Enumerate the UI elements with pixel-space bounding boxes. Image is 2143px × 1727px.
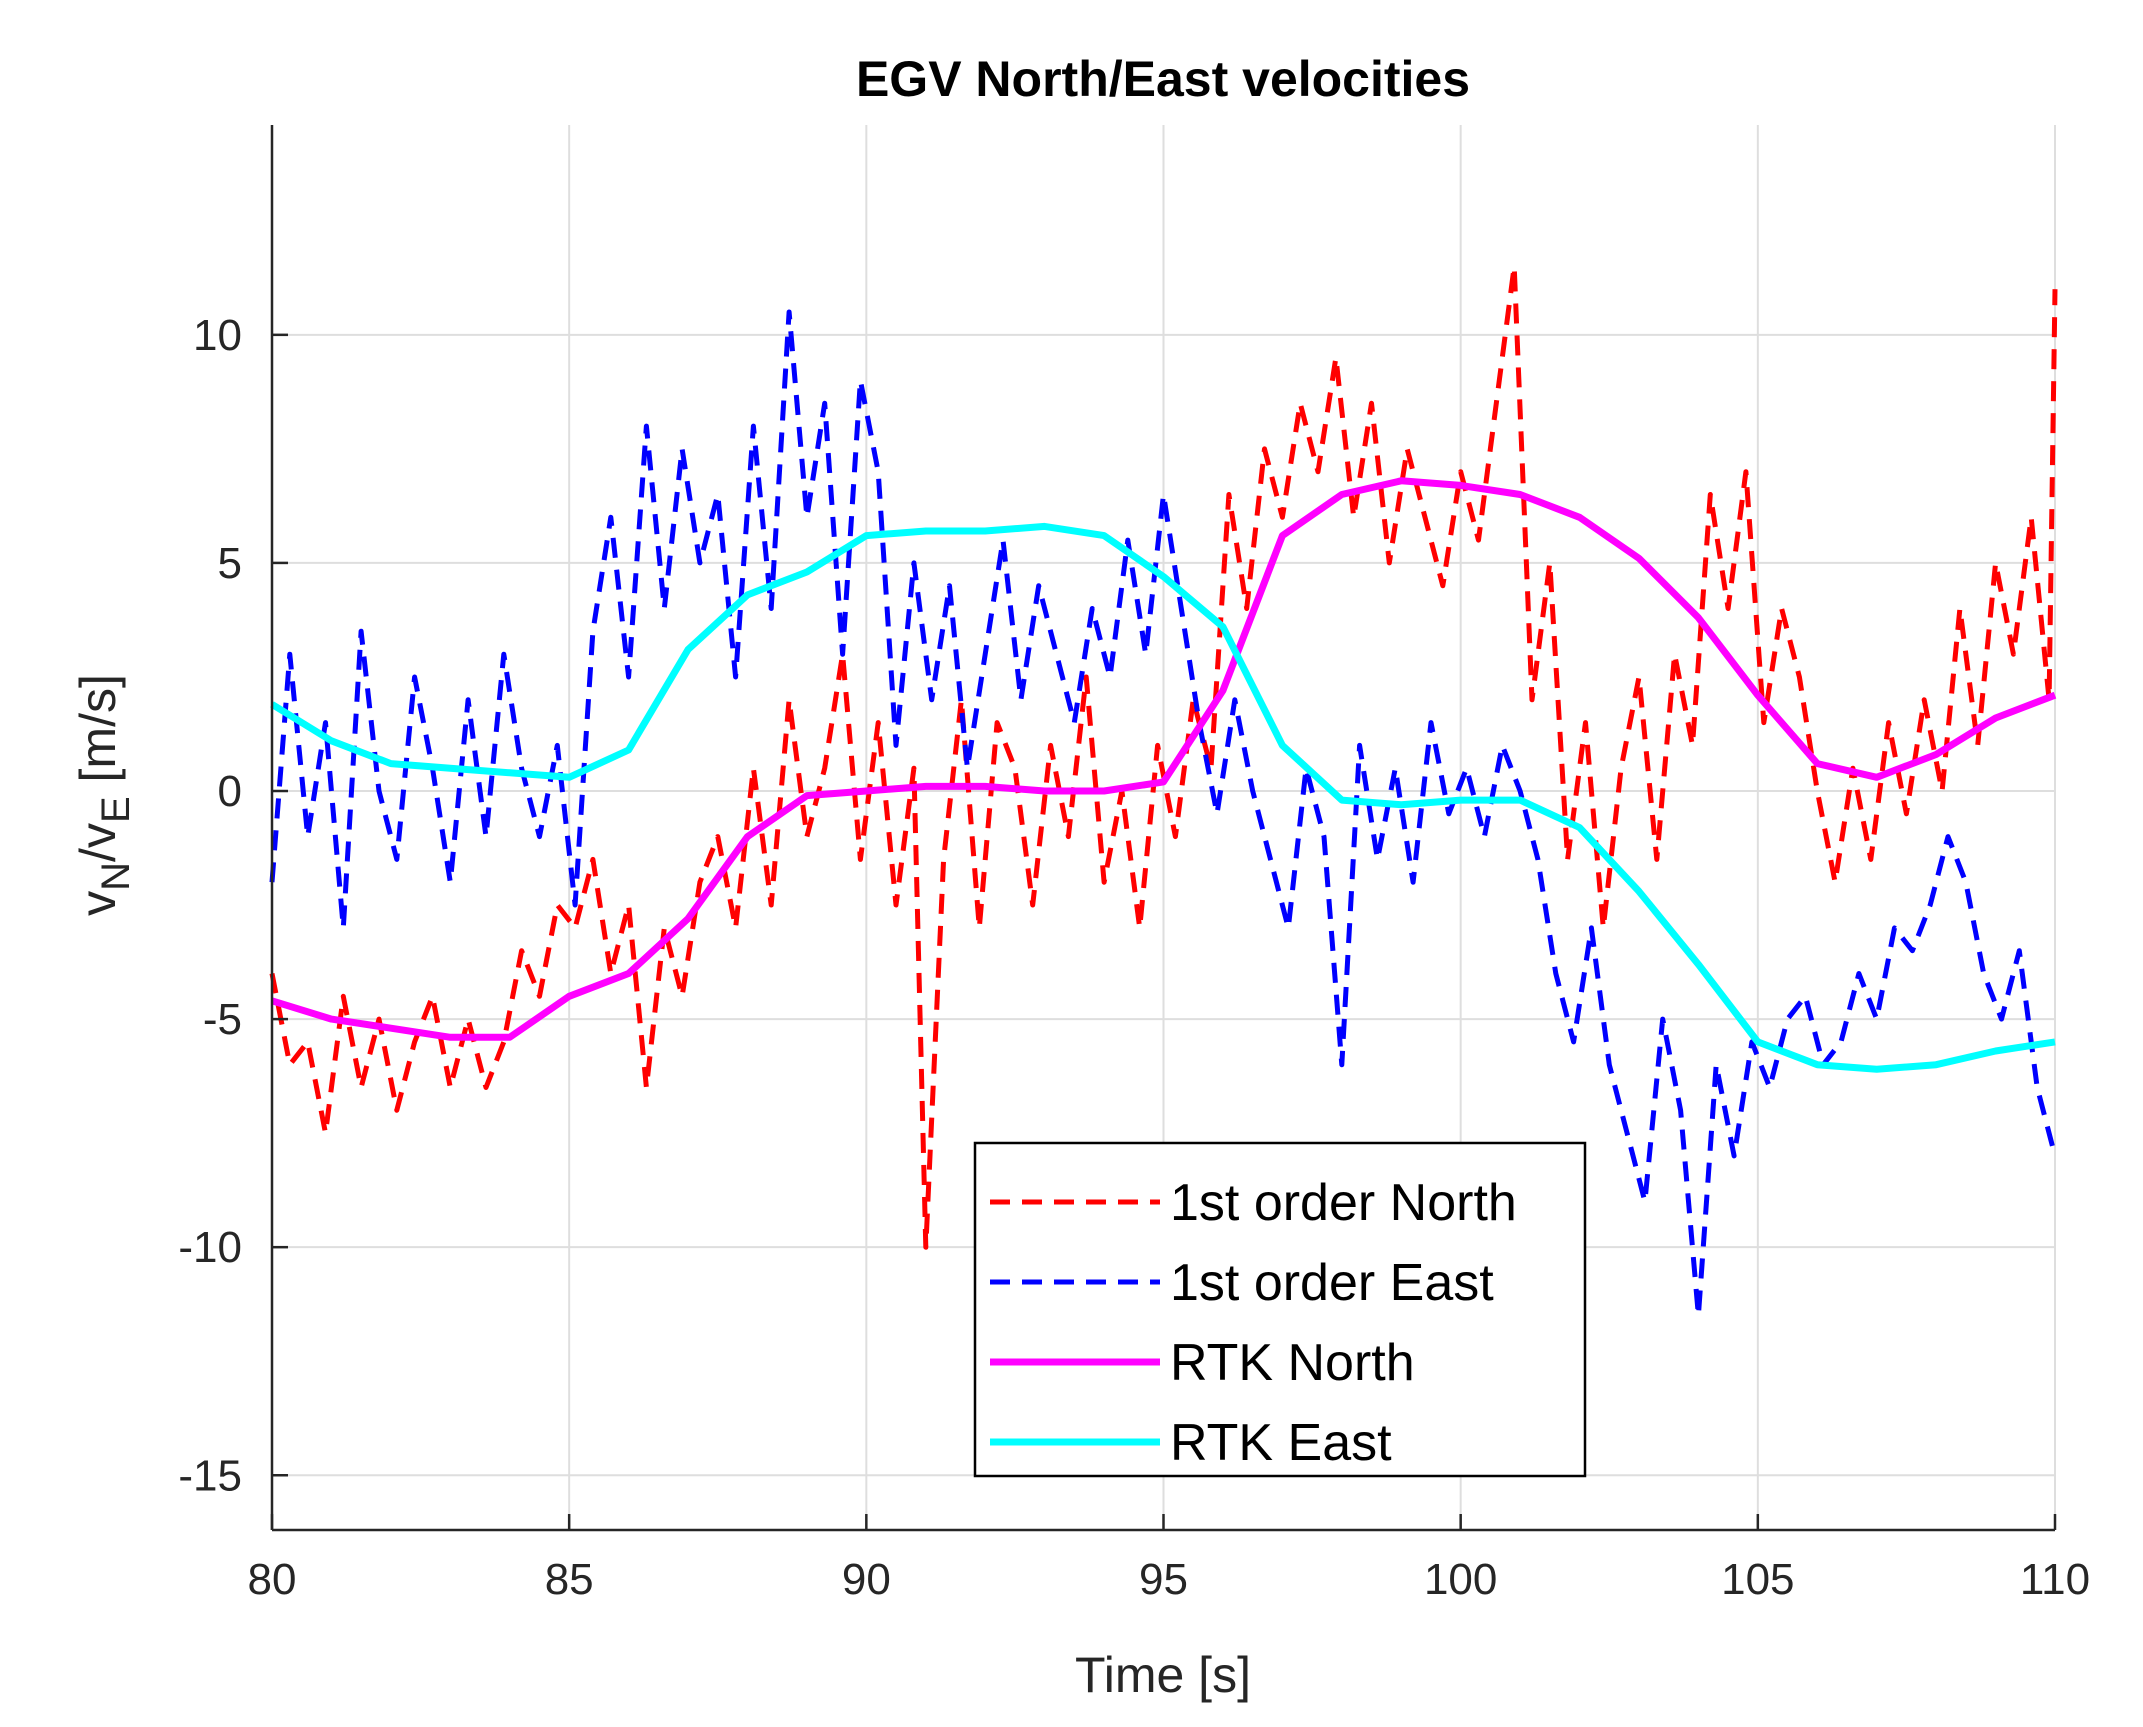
x-tick-label: 95: [1139, 1555, 1188, 1604]
x-tick-label: 80: [248, 1555, 297, 1604]
x-tick-label: 110: [2020, 1555, 2090, 1604]
legend-label: RTK North: [1170, 1334, 1415, 1392]
y-tick-label: 10: [193, 311, 242, 360]
y-tick-label: -5: [203, 995, 242, 1044]
y-axis-label-sub-e: E: [94, 796, 138, 823]
x-tick-label: 90: [842, 1555, 891, 1604]
x-tick-label: 100: [1424, 1555, 1497, 1604]
axes: [270, 125, 2057, 1532]
series-line-rtk-east: [270, 522, 2056, 1073]
y-tick-label: -10: [178, 1223, 242, 1272]
y-axis-label-v: v: [70, 891, 126, 916]
y-tick-label: 5: [218, 539, 242, 588]
tick-labels: 80 85 90 95 100 105 110 -15 -10 -5 0 5 10: [178, 311, 2090, 1604]
y-axis-label-sub-n: N: [94, 862, 138, 891]
x-axis-label: Time [s]: [1075, 1647, 1251, 1703]
legend-box: [973, 1141, 1587, 1478]
legend-label: RTK East: [1170, 1414, 1392, 1472]
y-axis-label-slash: /: [70, 848, 126, 862]
y-tick-label: 0: [218, 767, 242, 816]
legend: 1st order North 1st order East RTK North RT…: [973, 1141, 1587, 1478]
y-axis-label-v2: v: [70, 823, 126, 848]
x-tick-label: 85: [545, 1555, 594, 1604]
series-line-rtk-north: [270, 477, 2057, 1041]
legend-label: 1st order North: [1170, 1174, 1517, 1232]
y-tick-label: -15: [178, 1451, 242, 1500]
y-axis-label-unit: [m/s]: [70, 674, 126, 796]
x-tick-label: 105: [1721, 1555, 1794, 1604]
series-line-1st-order-east: [269, 309, 2058, 1319]
y-axis-label: vN/vE [m/s]: [70, 674, 138, 916]
series-layer: [269, 263, 2058, 1319]
legend-label: 1st order East: [1170, 1254, 1494, 1312]
chart-title: EGV North/East velocities: [856, 51, 1470, 107]
